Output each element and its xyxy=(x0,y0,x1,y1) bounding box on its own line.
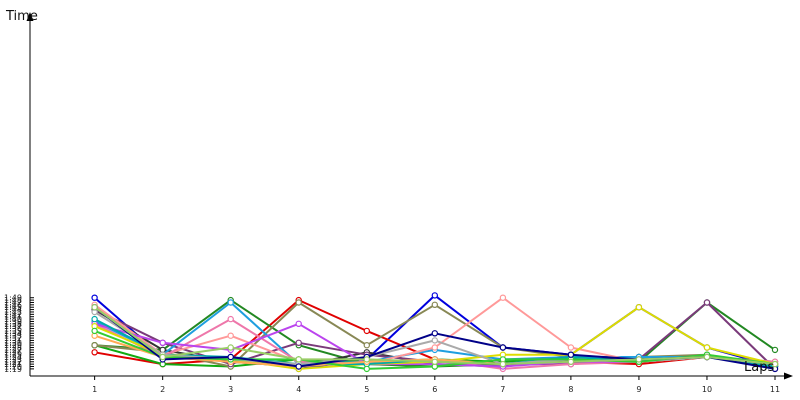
y-tick-label: 1:45 xyxy=(4,303,22,312)
y-tick-label: 1:28 xyxy=(4,344,22,353)
y-tick-label: 1:36 xyxy=(4,325,22,334)
y-tick-label: 1:46 xyxy=(4,301,22,310)
y-tick-label: 1:26 xyxy=(4,348,22,357)
series-1-point-6 xyxy=(431,292,438,299)
y-tick-label: 1:39 xyxy=(4,317,22,326)
y-tick-label: 1:40 xyxy=(4,315,22,324)
y-tick-label: 1:33 xyxy=(4,332,22,341)
x-tick-label: 2 xyxy=(160,385,165,394)
y-tick-label: 1:30 xyxy=(4,339,22,348)
series-18-point-11 xyxy=(771,360,779,368)
series-5-point-6 xyxy=(431,301,438,308)
series-18 xyxy=(91,304,779,368)
y-tick-label: 1:21 xyxy=(4,360,22,369)
series-10-point-3 xyxy=(227,315,234,323)
x-tick-label: 1 xyxy=(92,385,97,394)
y-tick-label: 1:20 xyxy=(4,363,22,372)
x-tick-label: 3 xyxy=(228,385,233,394)
x-tick-label: 11 xyxy=(770,385,780,394)
series-9-point-7 xyxy=(499,294,507,301)
x-axis-title: Laps xyxy=(744,360,774,375)
ticks-layer: 1:191:201:211:221:231:241:251:261:271:28… xyxy=(4,294,780,394)
y-tick-label: 1:32 xyxy=(4,334,22,343)
y-tick-label: 1:43 xyxy=(4,308,22,317)
series-18-point-8 xyxy=(567,358,575,365)
series-17-point-6 xyxy=(431,330,438,337)
series-18-point-9 xyxy=(635,356,643,363)
y-tick-label: 1:37 xyxy=(4,322,22,331)
series-16-point-5 xyxy=(363,365,370,373)
y-tick-label: 1:19 xyxy=(4,365,22,374)
x-tick-label: 7 xyxy=(500,385,505,394)
y-tick-label: 1:44 xyxy=(4,306,22,315)
series-12-point-10 xyxy=(703,344,711,351)
y-tick-label: 1:31 xyxy=(4,336,22,345)
y-axis-title: Time xyxy=(5,9,38,24)
x-tick-label: 9 xyxy=(636,385,641,394)
series-13-point-1 xyxy=(91,315,98,323)
series-5-point-4 xyxy=(295,299,302,306)
y-tick-label: 1:27 xyxy=(4,346,22,355)
series-8-point-3 xyxy=(227,299,234,306)
y-tick-label: 1:24 xyxy=(4,353,22,362)
series-17-point-4 xyxy=(295,363,302,370)
series-15-point-6 xyxy=(431,337,438,344)
series-18-point-1 xyxy=(91,304,98,311)
series-18-point-6 xyxy=(431,358,438,365)
x-tick-label: 8 xyxy=(568,385,573,394)
series-7-point-4 xyxy=(295,339,302,346)
series-5-point-1 xyxy=(91,342,98,349)
y-tick-label: 1:41 xyxy=(4,313,22,322)
series-5-point-5 xyxy=(363,342,370,349)
series-17-point-3 xyxy=(227,353,234,361)
series-11-point-2 xyxy=(159,339,166,346)
series-2-point-1 xyxy=(91,349,98,356)
series-18-point-3 xyxy=(227,344,234,351)
y-tick-label: 1:35 xyxy=(4,327,22,336)
series-2-point-5 xyxy=(363,327,370,335)
series-7-point-10 xyxy=(703,299,711,306)
series-9-point-3 xyxy=(227,332,234,339)
y-tick-label: 1:48 xyxy=(4,296,22,305)
x-tick-label: 4 xyxy=(296,385,301,394)
y-axis-arrow xyxy=(26,12,34,21)
series-16-point-1 xyxy=(91,327,98,335)
x-tick-label: 10 xyxy=(702,385,712,394)
y-tick-label: 1:47 xyxy=(4,298,22,307)
series-18-point-5 xyxy=(363,356,370,363)
series-18-point-7 xyxy=(499,360,507,368)
y-tick-label: 1:22 xyxy=(4,358,22,367)
series-17-point-8 xyxy=(567,351,575,358)
series-18-point-2 xyxy=(159,353,166,361)
y-tick-label: 1:23 xyxy=(4,355,22,364)
series-layer xyxy=(91,292,779,373)
y-tick-label: 1:38 xyxy=(4,320,22,329)
series-11-point-4 xyxy=(295,320,302,327)
y-tick-label: 1:34 xyxy=(4,329,22,338)
series-4-point-11 xyxy=(771,346,779,354)
series-17-point-7 xyxy=(499,344,507,351)
y-tick-label: 1:49 xyxy=(4,294,22,303)
x-tick-label: 5 xyxy=(364,385,369,394)
series-1-point-1 xyxy=(91,294,98,301)
x-axis-arrow xyxy=(784,372,793,380)
series-18-point-4 xyxy=(295,356,302,363)
series-9-point-6 xyxy=(431,344,438,351)
series-9-point-8 xyxy=(567,344,575,351)
x-tick-label: 6 xyxy=(432,385,437,394)
series-18-point-10 xyxy=(703,353,711,361)
y-tick-label: 1:29 xyxy=(4,341,22,350)
y-tick-label: 1:42 xyxy=(4,310,22,319)
y-tick-label: 1:25 xyxy=(4,351,22,360)
series-12-point-9 xyxy=(635,304,643,311)
